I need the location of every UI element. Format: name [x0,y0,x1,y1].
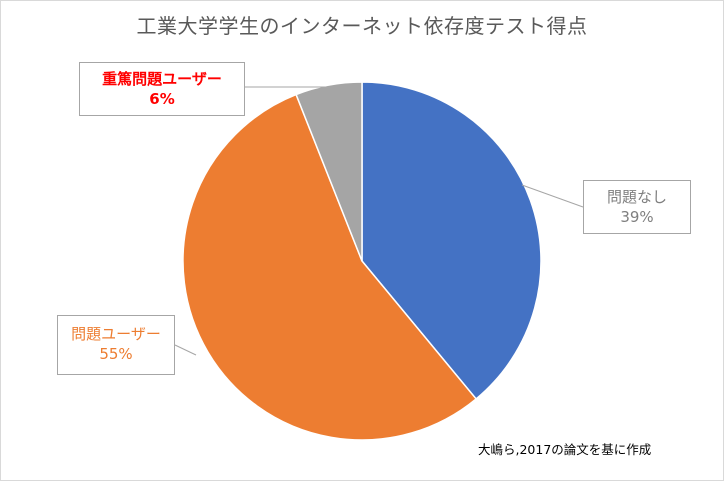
data-label-no-problem-value: 39% [620,208,654,226]
data-label-problem-user-name: 問題ユーザー [71,325,161,343]
data-label-no-problem: 問題なし 39% [583,180,691,234]
pie-slice-no-problem [361,81,542,400]
chart-title: 工業大学学生のインターネット依存度テスト得点 [136,14,588,38]
data-label-no-problem-name: 問題なし [606,188,667,206]
data-label-problem-user-value: 55% [99,345,133,363]
leader-line-problem-user [174,344,197,356]
data-label-severe-problem-user-value: 6% [149,90,175,108]
data-label-severe-problem-user-name: 重篤問題ユーザー [102,70,222,88]
pie-slice-problem-user [182,93,478,441]
data-label-problem-user: 問題ユーザー 55% [57,315,175,375]
pie-slice-severe-problem-user [295,81,363,262]
data-label-severe-problem-user: 重篤問題ユーザー 6% [79,62,245,116]
source-note: 大嶋ら,2017の論文を基に作成 [478,442,652,457]
leader-line-no-problem [521,184,584,208]
